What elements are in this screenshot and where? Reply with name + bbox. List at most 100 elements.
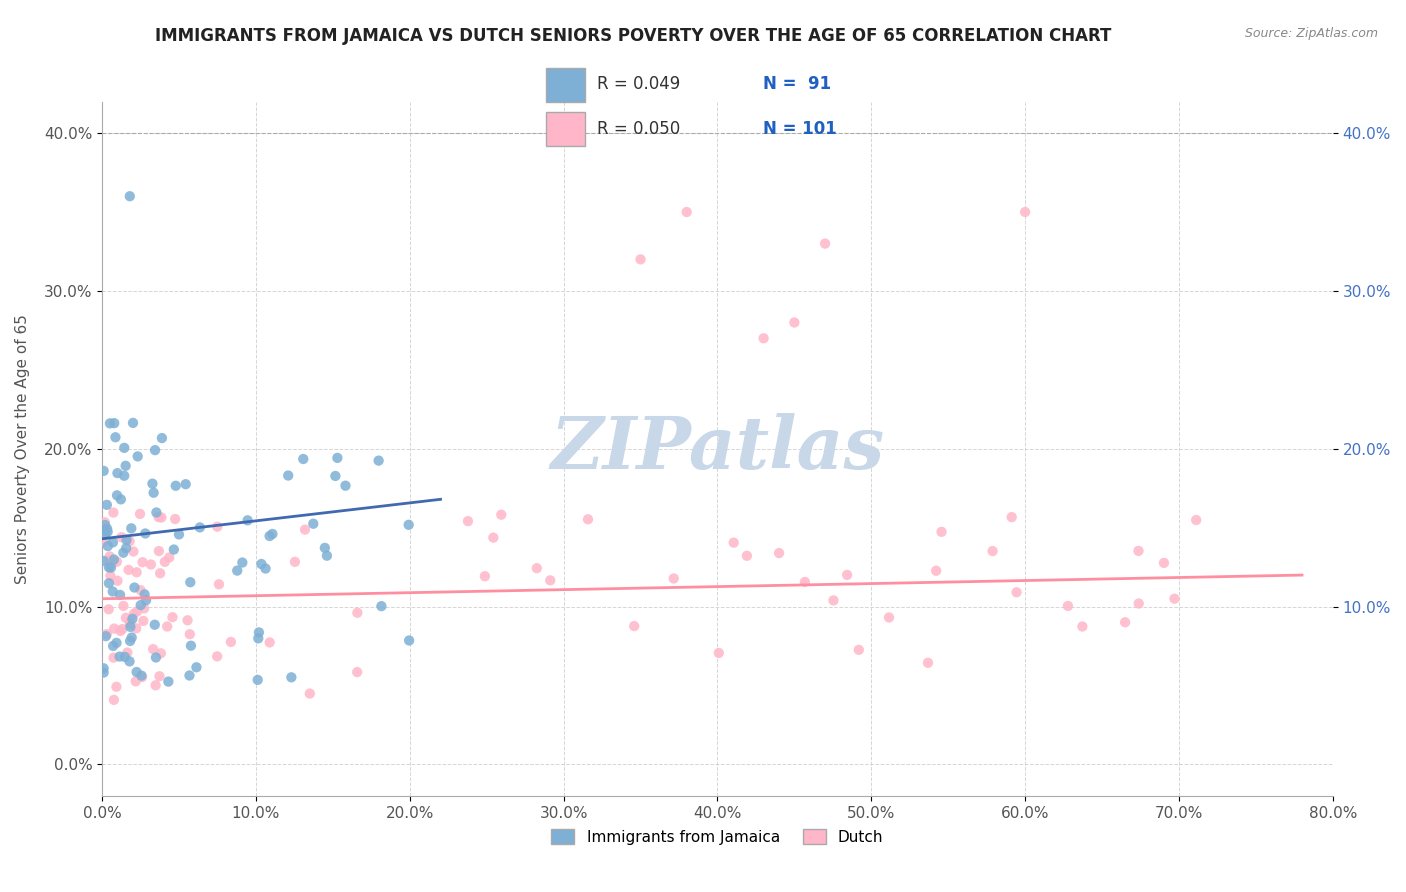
Point bbox=[236, 513, 259, 527]
Point bbox=[205, 649, 228, 664]
Point bbox=[96, 498, 118, 512]
Point bbox=[93, 554, 115, 568]
Point bbox=[145, 678, 167, 692]
Point bbox=[122, 544, 145, 558]
Point bbox=[1128, 544, 1150, 558]
Point bbox=[165, 479, 187, 493]
Point bbox=[925, 564, 948, 578]
Point bbox=[491, 508, 513, 522]
Text: IMMIGRANTS FROM JAMAICA VS DUTCH SENIORS POVERTY OVER THE AGE OF 65 CORRELATION : IMMIGRANTS FROM JAMAICA VS DUTCH SENIORS… bbox=[155, 27, 1111, 45]
Point bbox=[100, 560, 122, 574]
Point bbox=[104, 430, 127, 444]
Point bbox=[129, 598, 152, 612]
Point bbox=[110, 624, 132, 638]
Point bbox=[259, 529, 281, 543]
Point bbox=[294, 523, 316, 537]
Point bbox=[131, 668, 153, 682]
Point bbox=[259, 635, 281, 649]
Point bbox=[526, 561, 548, 575]
Point bbox=[132, 614, 155, 628]
Point bbox=[176, 613, 198, 627]
Point bbox=[150, 431, 173, 445]
Point bbox=[1005, 585, 1028, 599]
Point bbox=[125, 665, 148, 679]
Point bbox=[112, 546, 135, 560]
Point bbox=[103, 693, 125, 707]
Point bbox=[302, 516, 325, 531]
Point bbox=[179, 668, 201, 682]
Point bbox=[246, 673, 269, 687]
Point bbox=[135, 593, 157, 607]
Point bbox=[103, 416, 125, 430]
Point bbox=[114, 458, 136, 473]
Point bbox=[662, 572, 685, 586]
Point bbox=[931, 524, 953, 539]
Point bbox=[94, 629, 117, 643]
Point bbox=[96, 627, 118, 641]
Point bbox=[93, 661, 115, 675]
Point bbox=[145, 650, 167, 665]
Point bbox=[346, 665, 368, 679]
Point bbox=[675, 205, 697, 219]
Point bbox=[752, 331, 775, 345]
Point bbox=[103, 506, 125, 520]
Point bbox=[163, 542, 186, 557]
Point bbox=[157, 674, 180, 689]
Point bbox=[262, 527, 284, 541]
Point bbox=[793, 574, 815, 589]
Point bbox=[129, 583, 152, 598]
Point bbox=[105, 555, 128, 569]
Point bbox=[139, 558, 162, 572]
Point bbox=[848, 643, 870, 657]
Point bbox=[94, 528, 117, 542]
Point bbox=[108, 588, 131, 602]
Point bbox=[97, 602, 120, 616]
Point bbox=[97, 576, 120, 591]
Point bbox=[103, 650, 125, 665]
Point bbox=[1153, 556, 1175, 570]
Point bbox=[538, 574, 561, 588]
Point bbox=[208, 577, 231, 591]
Point bbox=[94, 516, 117, 530]
Point bbox=[143, 443, 166, 458]
Point bbox=[145, 506, 167, 520]
Point bbox=[107, 466, 129, 480]
Point bbox=[124, 581, 146, 595]
Point bbox=[97, 539, 120, 553]
Point bbox=[735, 549, 758, 563]
Point bbox=[127, 604, 149, 618]
Point bbox=[121, 631, 143, 645]
Point bbox=[125, 674, 148, 689]
Point bbox=[105, 488, 128, 502]
Point bbox=[121, 612, 143, 626]
Point bbox=[150, 510, 173, 524]
Point bbox=[143, 617, 166, 632]
Point bbox=[814, 236, 837, 251]
Point bbox=[101, 535, 124, 549]
FancyBboxPatch shape bbox=[546, 68, 585, 103]
Point bbox=[100, 569, 122, 583]
Point bbox=[112, 599, 135, 613]
Point bbox=[148, 669, 170, 683]
Point bbox=[148, 510, 170, 524]
Point bbox=[105, 680, 128, 694]
Point bbox=[398, 633, 420, 648]
Point bbox=[97, 554, 120, 568]
Point bbox=[1114, 615, 1136, 630]
Point bbox=[101, 639, 124, 653]
Point bbox=[108, 649, 131, 664]
Point bbox=[134, 526, 156, 541]
Point bbox=[115, 611, 138, 625]
Point bbox=[768, 546, 790, 560]
Point bbox=[94, 524, 117, 538]
Point bbox=[101, 584, 124, 599]
Point bbox=[129, 507, 152, 521]
Point bbox=[149, 646, 172, 660]
Point bbox=[837, 568, 859, 582]
Point bbox=[132, 601, 155, 615]
Text: N = 101: N = 101 bbox=[762, 120, 837, 137]
Point bbox=[1014, 205, 1036, 219]
Point bbox=[122, 607, 145, 621]
Point bbox=[118, 534, 141, 549]
Point bbox=[254, 561, 277, 575]
